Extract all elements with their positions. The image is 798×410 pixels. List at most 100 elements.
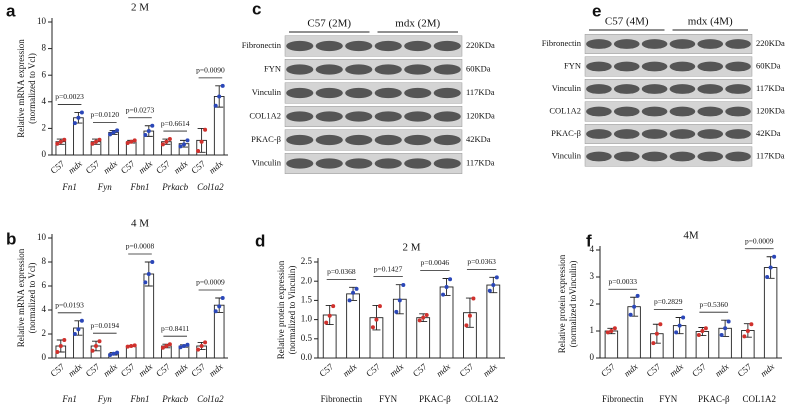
blot-size-label: 60KDa: [756, 60, 781, 70]
data-point: [72, 121, 77, 126]
data-point: [125, 141, 130, 146]
data-point: [374, 317, 379, 322]
data-point: [167, 137, 172, 142]
blot-band: [669, 84, 696, 94]
p-value: p=0.0368: [327, 267, 356, 276]
y-tick-label: 10: [37, 232, 47, 242]
data-point: [213, 309, 218, 314]
x-tick-label: mdx: [136, 158, 154, 175]
blot-size-label: 220KDa: [466, 40, 495, 50]
blot-band: [641, 129, 668, 139]
data-point: [217, 94, 222, 99]
p-value: p=0.5360: [699, 300, 728, 309]
data-point: [62, 338, 67, 342]
panel-letter: e: [592, 1, 601, 20]
blot-band: [433, 158, 461, 169]
p-value: p=0.1427: [374, 264, 403, 273]
x-tick-label: mdx: [66, 361, 84, 378]
y-axis-label: (normalized to Vcl): [27, 53, 37, 124]
blot-band: [697, 39, 724, 49]
data-point: [745, 329, 750, 333]
data-point: [331, 304, 336, 309]
y-axis-label: Relative mRNA expression: [16, 248, 26, 347]
data-point: [768, 265, 773, 270]
blot-group-label: C57 (4M): [605, 16, 649, 28]
data-point: [58, 139, 63, 144]
blot-band: [697, 106, 724, 117]
blot-band: [669, 151, 696, 162]
p-value: p=0.0363: [467, 257, 496, 266]
blot-band: [586, 84, 612, 94]
group-label: PKAC-β: [419, 394, 451, 404]
blot-row-label: PKAC-β: [551, 128, 581, 138]
data-point: [654, 331, 659, 336]
bar: [486, 284, 501, 359]
data-point: [401, 283, 406, 288]
blot-size-label: 60KDa: [466, 63, 491, 73]
group-label: Col1a2: [197, 182, 224, 192]
data-point: [129, 139, 134, 144]
blot-row-label: FYN: [264, 63, 281, 73]
blot-row-label: Vinculin: [552, 150, 582, 160]
p-value: p=0.0009: [745, 236, 774, 245]
blot-band: [404, 134, 432, 146]
blot-band: [725, 39, 751, 49]
data-point: [108, 132, 113, 137]
group-label: Fibronectin: [321, 394, 363, 404]
data-point: [494, 275, 499, 280]
data-point: [327, 313, 332, 318]
x-tick-label: C57: [189, 158, 207, 176]
data-point: [765, 275, 770, 279]
chart-title: 4 M: [131, 218, 149, 230]
data-point: [749, 322, 754, 327]
data-point: [182, 142, 186, 147]
data-point: [487, 288, 492, 293]
y-axis-label: (normalized toVinculin): [568, 261, 578, 348]
group-label: Fn1: [61, 182, 77, 192]
blot-band: [315, 87, 343, 99]
blot-band: [641, 39, 668, 49]
data-point: [651, 341, 656, 346]
blot-band: [433, 134, 461, 146]
data-point: [146, 129, 151, 134]
x-tick-label: mdx: [207, 158, 225, 175]
data-point: [674, 330, 679, 335]
data-point: [491, 283, 496, 288]
blot-band: [669, 106, 696, 117]
blot-band: [697, 151, 724, 162]
data-point: [723, 326, 728, 331]
blot-band: [586, 61, 612, 72]
data-point: [58, 344, 63, 348]
blot-band: [374, 158, 402, 169]
y-tick-label: 3: [590, 271, 595, 281]
y-tick-label: 6: [42, 280, 47, 290]
y-tick-label: 10: [37, 16, 47, 26]
blot-band: [613, 61, 640, 72]
panel-letter: d: [255, 231, 265, 250]
y-tick-label: 4: [590, 244, 595, 254]
blot-band: [725, 151, 751, 162]
data-point: [199, 344, 204, 348]
data-point: [220, 83, 225, 88]
data-point: [132, 138, 137, 143]
data-point: [703, 326, 708, 331]
data-point: [377, 304, 382, 309]
blot-band: [286, 87, 314, 99]
blot-row-label: Fibronectin: [242, 40, 282, 50]
data-point: [143, 133, 148, 138]
data-point: [76, 327, 81, 332]
y-tick-label: 2.0: [301, 275, 313, 285]
blot-band: [613, 151, 640, 162]
blot-band: [286, 64, 314, 75]
data-point: [90, 141, 95, 146]
blot-row-label: COL1A2: [249, 110, 281, 120]
blot-row-label: PKAC-β: [251, 134, 281, 144]
y-axis-label: Relative mRNA expression: [16, 39, 26, 138]
y-tick-label: 1: [590, 325, 595, 335]
blot-band: [433, 87, 461, 99]
y-tick-label: 2.5: [301, 256, 313, 266]
blot-size-label: 117KDa: [756, 83, 785, 93]
group-label: COL1A2: [743, 394, 777, 404]
blot-band: [697, 84, 724, 94]
